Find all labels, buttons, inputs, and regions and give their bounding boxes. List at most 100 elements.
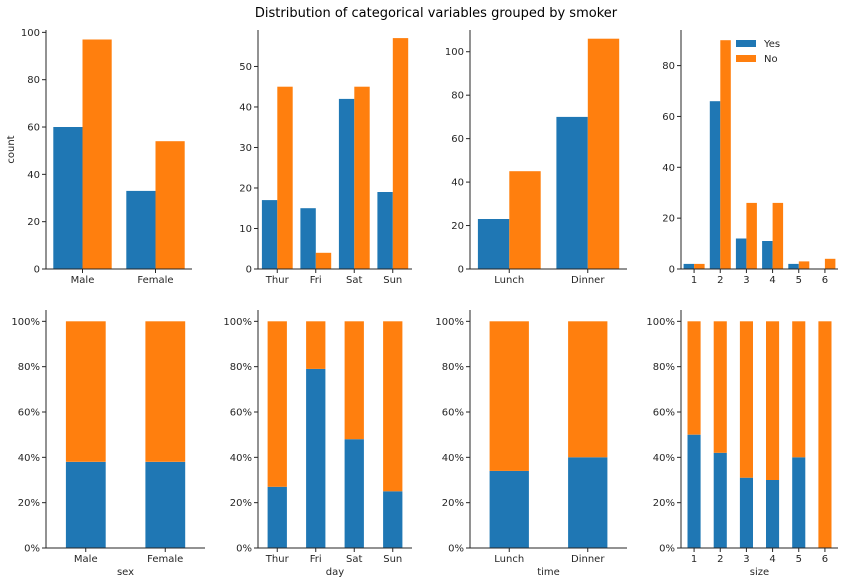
y-tick-label: 20% xyxy=(18,498,40,509)
x-axis-label: size xyxy=(750,567,769,578)
legend-label-no: No xyxy=(764,54,778,65)
bar-no-1 xyxy=(687,321,701,435)
x-tick-label: 5 xyxy=(796,554,802,565)
bar-no-2 xyxy=(720,40,731,270)
x-tick-label: 5 xyxy=(796,275,802,286)
x-axis-label: time xyxy=(537,567,560,578)
y-tick-label: 100% xyxy=(646,317,675,328)
y-tick-label: 0% xyxy=(24,544,40,555)
y-tick-label: 100% xyxy=(11,317,40,328)
x-tick-label: Male xyxy=(74,554,98,565)
x-tick-label: 2 xyxy=(717,554,723,565)
x-axis-label: day xyxy=(326,567,344,578)
y-tick-label: 40% xyxy=(230,453,252,464)
y-tick-label: 0% xyxy=(448,544,464,555)
bar-yes-2 xyxy=(709,101,721,269)
x-tick-label: 4 xyxy=(769,554,775,565)
bar-no-female xyxy=(145,321,186,462)
bar-no-6 xyxy=(818,321,832,548)
x-tick-label: Female xyxy=(147,554,183,565)
y-tick-label: 80% xyxy=(653,362,675,373)
panel-count-sex: Male Female 0 20 40 60 80 100 count xyxy=(6,28,192,286)
x-tick-label: Sat xyxy=(346,275,362,286)
x-tick-label: 2 xyxy=(717,275,723,286)
y-axis-label: count xyxy=(6,135,17,163)
bar-yes-sat xyxy=(344,439,364,548)
y-tick-label: 40 xyxy=(239,102,252,113)
y-tick-label: 20 xyxy=(451,221,464,232)
y-tick-label: 60 xyxy=(662,112,675,123)
panel-share-time: Lunch Dinner 0% 20% 40% 60% 80% 100% time xyxy=(435,310,627,578)
y-tick-label: 20 xyxy=(239,183,252,194)
panel-share-sex: Male Female 0% 20% 40% 60% 80% 100% sex xyxy=(11,310,205,578)
bar-yes-thur xyxy=(261,200,278,269)
bar-no-lunch xyxy=(509,171,541,269)
bar-yes-dinner xyxy=(556,116,588,270)
bar-no-male xyxy=(65,321,106,462)
x-tick-label: Sun xyxy=(383,275,402,286)
y-tick-label: 0% xyxy=(659,544,675,555)
y-tick-label: 20 xyxy=(662,214,675,225)
bar-yes-thur xyxy=(267,486,287,548)
bar-no-3 xyxy=(739,321,753,478)
y-tick-label: 40% xyxy=(442,453,464,464)
bar-no-sun xyxy=(392,38,409,269)
bar-yes-4 xyxy=(762,241,773,269)
panel-count-day: Thur Fri Sat Sun 0 10 20 30 40 50 xyxy=(239,30,412,286)
bar-yes-dinner xyxy=(568,457,608,548)
bar-yes-sun xyxy=(383,491,403,548)
y-tick-label: 10 xyxy=(239,224,252,235)
bar-no-3 xyxy=(746,202,757,269)
bar-yes-5 xyxy=(792,457,806,548)
bar-no-5 xyxy=(798,261,810,269)
bar-no-female xyxy=(155,141,185,269)
bar-no-lunch xyxy=(489,321,529,471)
bar-no-sat xyxy=(354,86,370,269)
bar-no-thur xyxy=(267,321,287,487)
y-tick-label: 20% xyxy=(653,498,675,509)
x-axis-label: sex xyxy=(117,567,134,578)
x-tick-label: 4 xyxy=(769,275,775,286)
bar-no-fri xyxy=(315,252,332,269)
x-tick-label: Fri xyxy=(310,275,322,286)
panel-share-day: Thur Fri Sat Sun 0% 20% 40% 60% 80% 100% day xyxy=(223,310,412,578)
figure-title: Distribution of categorical variables gr… xyxy=(255,6,618,21)
bar-no-2 xyxy=(713,321,727,453)
y-tick-label: 40% xyxy=(653,453,675,464)
y-tick-label: 100% xyxy=(435,317,464,328)
y-tick-label: 100 xyxy=(445,47,464,58)
bar-no-5 xyxy=(792,321,806,458)
bar-yes-5 xyxy=(788,263,799,269)
y-tick-label: 0 xyxy=(34,265,40,276)
bar-yes-female xyxy=(145,461,186,548)
bar-yes-fri xyxy=(306,368,326,548)
bar-no-fri xyxy=(306,321,326,369)
x-tick-label: Fri xyxy=(310,554,322,565)
x-tick-label: 6 xyxy=(822,275,828,286)
y-tick-label: 80 xyxy=(451,91,464,102)
bar-yes-lunch xyxy=(477,219,510,269)
x-tick-label: 3 xyxy=(743,554,749,565)
x-tick-label: Dinner xyxy=(571,554,605,565)
y-tick-label: 80 xyxy=(27,75,40,86)
x-tick-label: Sat xyxy=(346,554,362,565)
bar-yes-1 xyxy=(687,434,701,548)
x-tick-label: Sun xyxy=(383,554,402,565)
x-tick-label: Dinner xyxy=(571,275,605,286)
y-tick-label: 40 xyxy=(662,163,675,174)
bar-no-6 xyxy=(824,258,836,269)
bar-no-4 xyxy=(772,202,784,269)
y-tick-label: 40% xyxy=(18,453,40,464)
y-tick-label: 80 xyxy=(662,61,675,72)
x-tick-label: Female xyxy=(137,275,173,286)
y-tick-label: 20% xyxy=(442,498,464,509)
y-tick-label: 100 xyxy=(21,28,40,39)
x-tick-label: Lunch xyxy=(494,554,524,565)
bar-yes-fri xyxy=(300,208,316,269)
bar-no-dinner xyxy=(587,38,620,270)
bar-yes-male xyxy=(53,127,83,269)
panel-count-time: Lunch Dinner 0 20 40 60 80 100 xyxy=(445,30,627,286)
x-tick-label: Lunch xyxy=(494,275,524,286)
